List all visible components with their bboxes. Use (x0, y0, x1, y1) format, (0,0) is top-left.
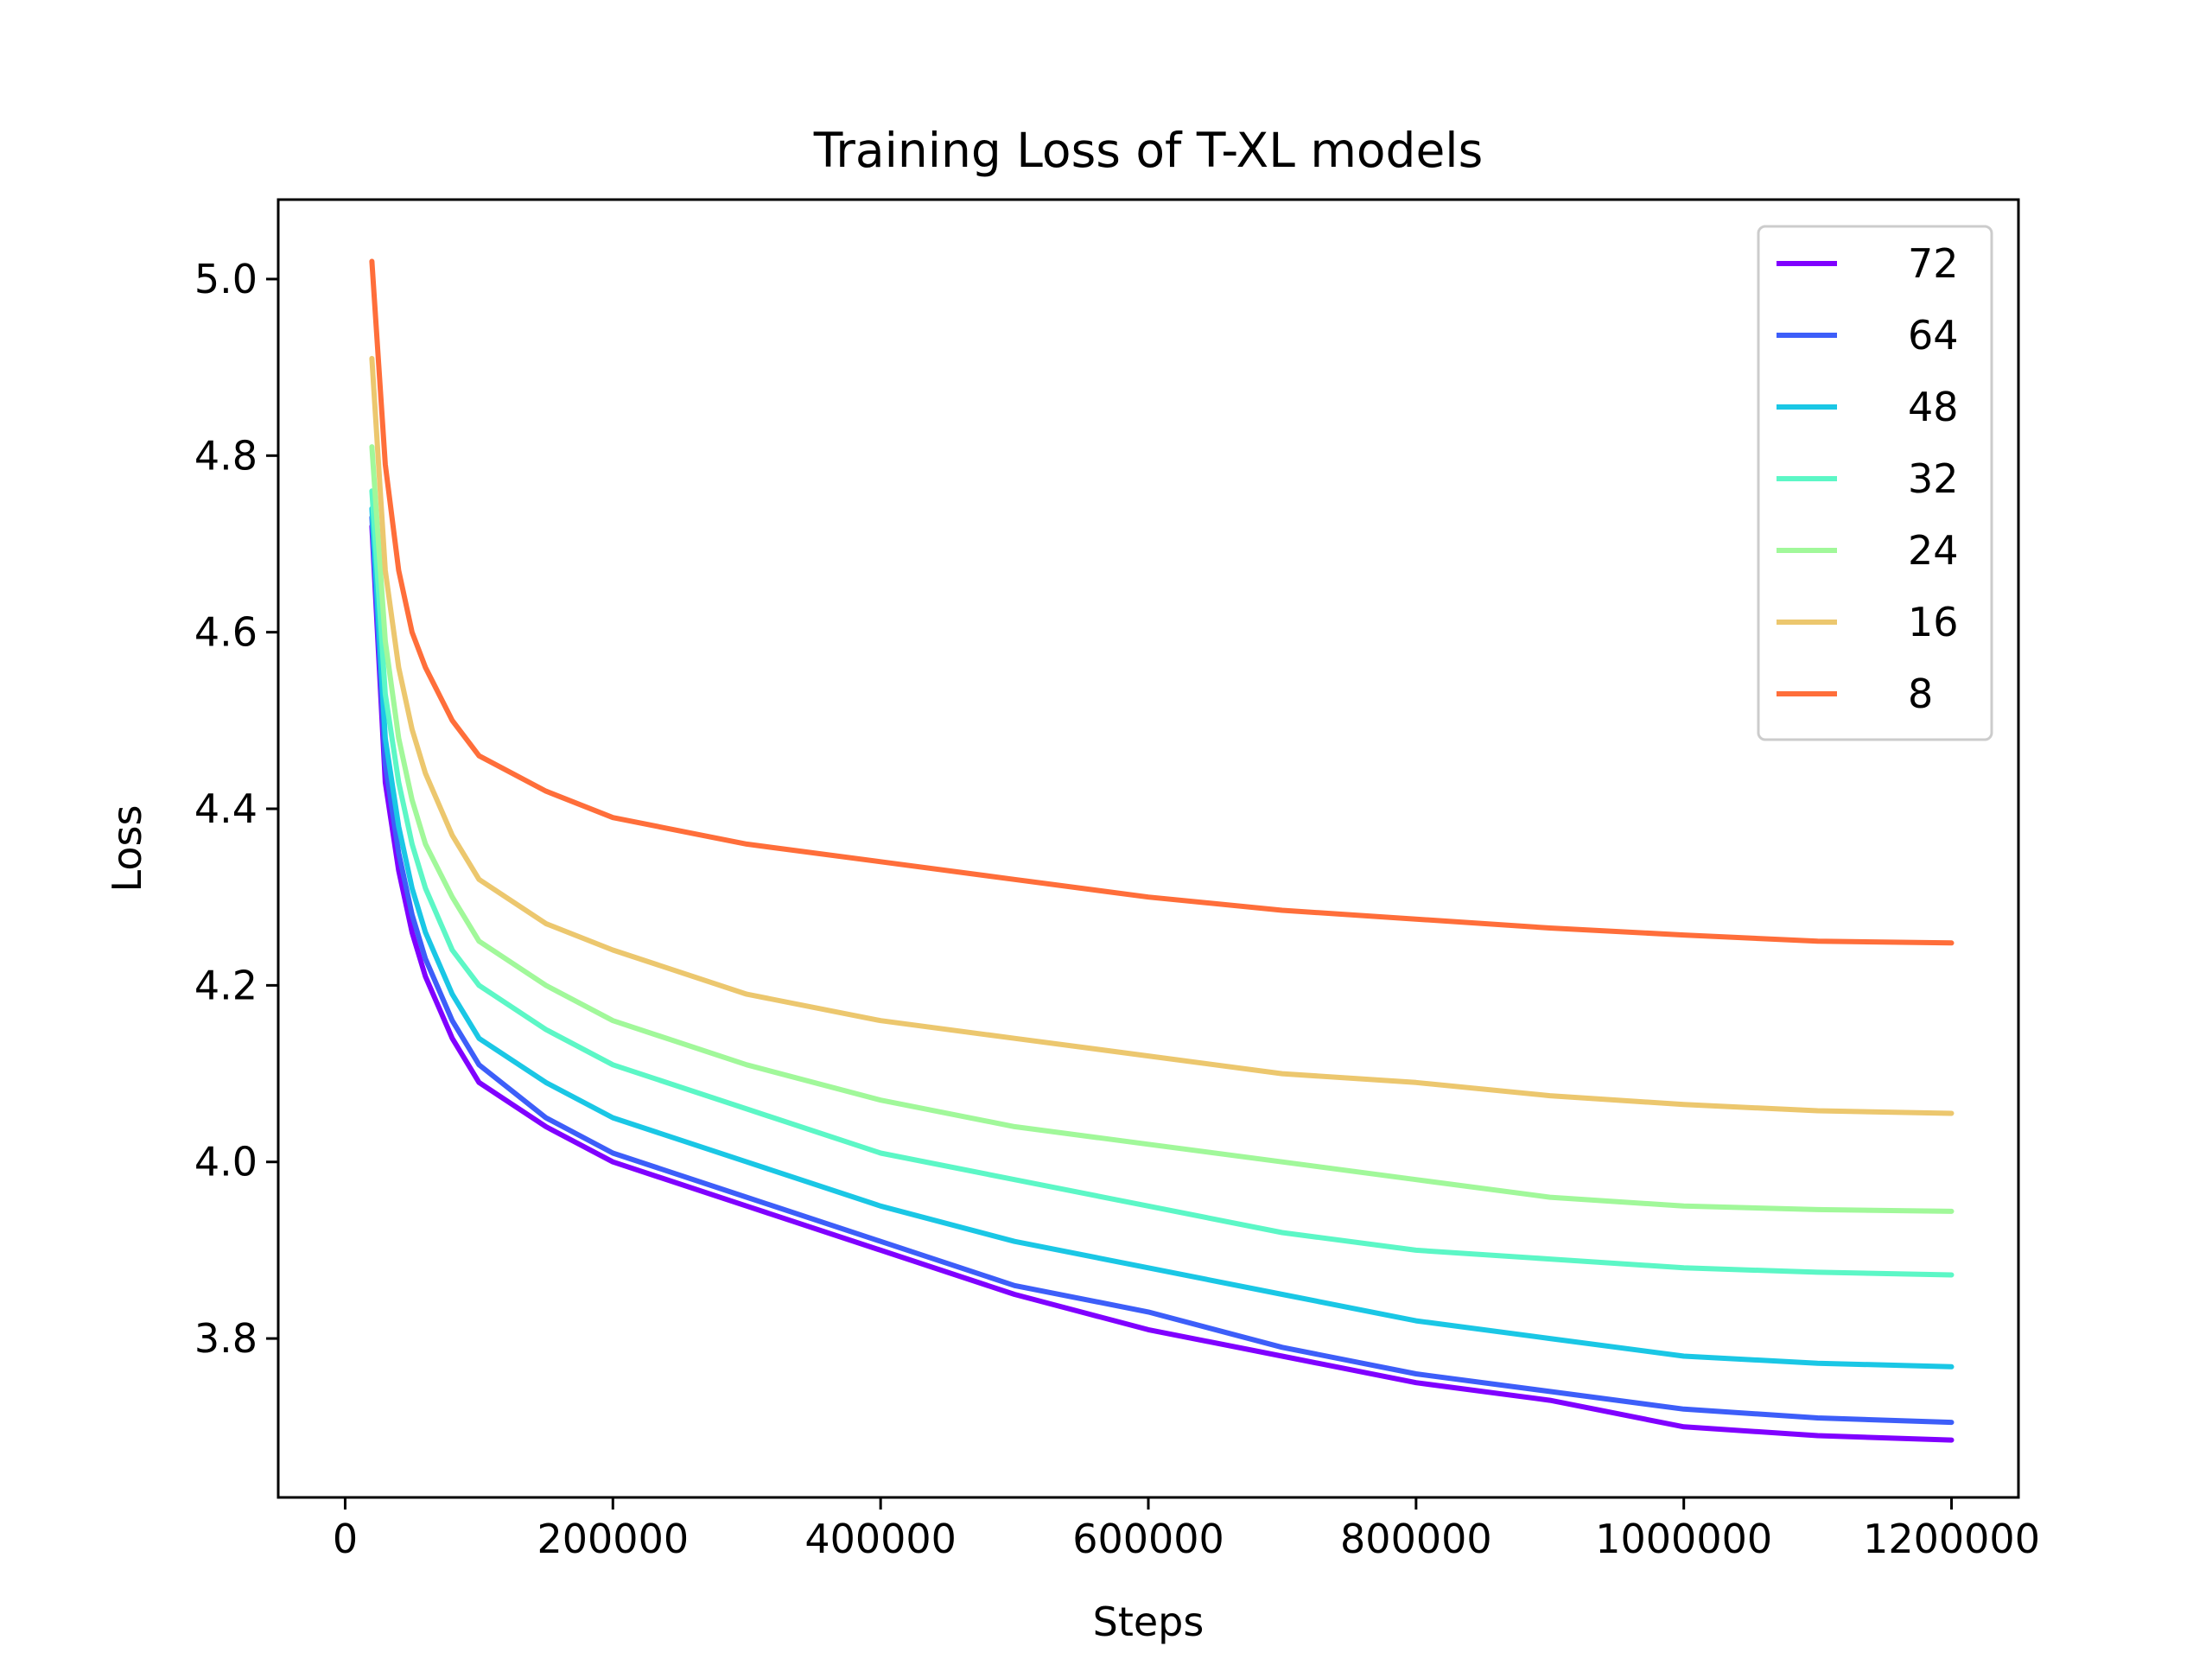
y-tick-label: 4.4 (194, 785, 257, 832)
y-tick-label: 5.0 (194, 256, 257, 302)
x-tick-label: 0 (333, 1516, 358, 1562)
x-tick-label: 1000000 (1595, 1516, 1772, 1562)
series-line-72 (369, 524, 1955, 1443)
y-tick-label: 4.0 (194, 1139, 257, 1185)
x-tick-label: 400000 (804, 1516, 957, 1562)
y-tick-label: 4.6 (194, 609, 257, 656)
y-axis-label: Loss (104, 805, 150, 893)
legend-label-16: 16 (1908, 599, 1959, 645)
y-tick-label: 4.2 (194, 962, 257, 1008)
x-tick-label: 600000 (1072, 1516, 1224, 1562)
series-line-32 (369, 488, 1955, 1278)
series-line-8 (369, 258, 1955, 946)
legend-label-72: 72 (1908, 240, 1959, 287)
x-tick-label: 1200000 (1863, 1516, 2040, 1562)
series-line-48 (369, 505, 1955, 1370)
legend: 72 64 48 32 24 16 8 (1757, 225, 1993, 741)
series-lines (369, 258, 1955, 1443)
legend-label-8: 8 (1908, 671, 1933, 717)
series-line-64 (369, 514, 1955, 1426)
y-tick-label: 4.8 (194, 432, 257, 479)
x-axis-label: Steps (1093, 1599, 1205, 1645)
legend-label-32: 32 (1908, 455, 1959, 502)
legend-label-48: 48 (1908, 384, 1959, 430)
legend-box (1757, 225, 1993, 741)
legend-label-64: 64 (1908, 312, 1959, 359)
legend-label-24: 24 (1908, 527, 1959, 574)
y-tick-label: 3.8 (194, 1315, 257, 1362)
series-line-24 (369, 444, 1955, 1214)
x-tick-label: 200000 (537, 1516, 690, 1562)
series-line-16 (369, 355, 1955, 1116)
x-tick-label: 800000 (1340, 1516, 1492, 1562)
y-axis: 3.8 4.0 4.2 4.4 4.6 4.8 5.0 (194, 256, 278, 1362)
x-axis: 0 200000 400000 600000 800000 1000000 1200000 (333, 1497, 2040, 1562)
chart-title: Training Loss of T-XL models (813, 123, 1484, 178)
